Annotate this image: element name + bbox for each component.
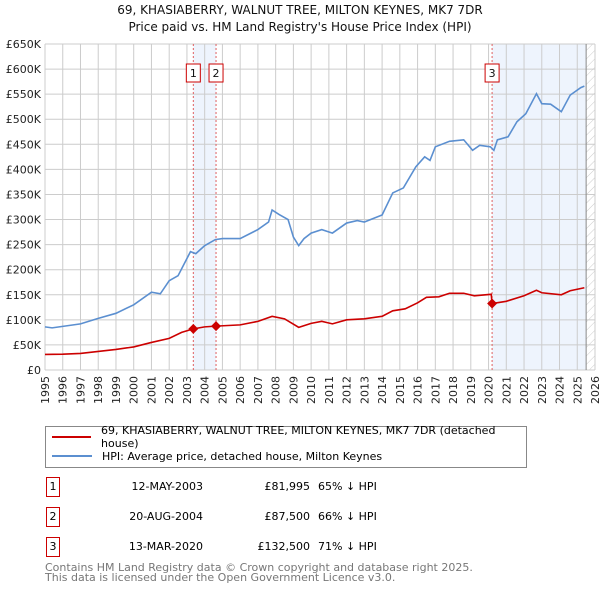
x-tick-label: 2014 <box>376 376 389 404</box>
chart-title: 69, KHASIABERRY, WALNUT TREE, MILTON KEY… <box>117 3 483 17</box>
x-tick-label: 1996 <box>57 376 70 404</box>
y-tick-label: £250K <box>6 239 42 252</box>
y-tick-label: £200K <box>6 264 42 277</box>
legend-label: HPI: Average price, detached house, Milt… <box>102 449 383 463</box>
x-tick-label: 2011 <box>323 376 336 404</box>
sale-label-box <box>484 63 500 83</box>
y-tick-label: £450K <box>6 138 42 151</box>
legend-swatch-blue <box>52 455 92 457</box>
sale-hpi-diff: 65% ↓ HPI <box>318 480 377 493</box>
sale-label-box <box>208 63 224 83</box>
sale-price: £81,995 <box>264 480 311 493</box>
y-tick-label: £600K <box>6 63 42 76</box>
y-tick-label: £300K <box>6 214 42 227</box>
x-tick-label: 1999 <box>110 376 123 404</box>
x-tick-label: 2026 <box>589 376 600 404</box>
sale-point <box>487 298 498 309</box>
sale-marker-badge: 1 <box>46 477 60 497</box>
sale-label: 2 <box>213 67 220 80</box>
legend-label: 69, KHASIABERRY, WALNUT TREE, MILTON KEY… <box>101 424 496 450</box>
sale-row: 3 13-MAR-2020 £132,500 71% ↓ HPI <box>46 537 446 557</box>
y-tick-label: £650K <box>6 38 42 51</box>
y-tick-label: £500K <box>6 113 42 126</box>
y-tick-label: £0 <box>27 364 41 377</box>
x-tick-label: 2004 <box>199 376 212 404</box>
x-tick-label: 2020 <box>483 376 496 404</box>
footer-copyright: Contains HM Land Registry data © Crown c… <box>45 561 473 574</box>
y-tick-label: £50K <box>13 339 42 352</box>
x-tick-label: 2013 <box>358 376 371 404</box>
y-tick-label: £550K <box>6 88 42 101</box>
x-tick-label: 2015 <box>394 376 407 404</box>
y-tick-label: £350K <box>6 188 42 201</box>
sale-marker-badge: 3 <box>46 537 60 557</box>
projection-hatch <box>586 44 595 370</box>
x-tick-label: 2012 <box>341 376 354 404</box>
footer-licence: This data is licensed under the Open Gov… <box>45 571 396 584</box>
sale-date: 12-MAY-2003 <box>131 480 203 493</box>
y-tick-label: £100K <box>6 314 42 327</box>
sale-point <box>211 321 222 332</box>
x-tick-label: 2023 <box>536 376 549 404</box>
x-tick-label: 2018 <box>447 376 460 404</box>
legend-item-hpi: HPI: Average price, detached house, Milt… <box>52 447 382 465</box>
sale-row: 1 12-MAY-2003 £81,995 65% ↓ HPI <box>46 477 446 497</box>
price-paid-line <box>44 286 585 356</box>
x-tick-label: 2010 <box>305 376 318 404</box>
x-tick-label: 1997 <box>74 376 87 404</box>
x-tick-label: 1998 <box>92 376 105 404</box>
x-tick-label: 1995 <box>39 376 52 404</box>
x-tick-label: 2025 <box>571 376 584 404</box>
x-tick-label: 2008 <box>270 376 283 404</box>
sale-date: 13-MAR-2020 <box>128 540 203 553</box>
x-tick-label: 2016 <box>412 376 425 404</box>
y-tick-label: £150K <box>6 289 42 302</box>
x-tick-label: 2022 <box>518 376 531 404</box>
legend-swatch-red <box>52 436 92 438</box>
sale-row: 2 20-AUG-2004 £87,500 66% ↓ HPI <box>46 507 446 527</box>
x-tick-label: 2017 <box>429 376 442 404</box>
sale-label: 3 <box>489 67 496 80</box>
sale-date: 20-AUG-2004 <box>129 510 203 523</box>
x-tick-label: 2001 <box>145 376 158 404</box>
x-tick-label: 2002 <box>163 376 176 404</box>
x-tick-label: 2006 <box>234 376 247 404</box>
hpi-line <box>44 85 585 329</box>
plot-area: 1995 1996 1997 1998 1999 2000 2001 2002 2003 2004… <box>6 38 600 404</box>
x-tick-label: 2007 <box>252 376 265 404</box>
sale-marker-badge: 2 <box>46 507 60 527</box>
x-tick-label: 2024 <box>554 376 567 404</box>
sale-label: 1 <box>190 67 197 80</box>
sale-label-box <box>185 63 201 83</box>
sale-hpi-diff: 71% ↓ HPI <box>318 540 377 553</box>
x-tick-label: 2000 <box>128 376 141 404</box>
chart-subtitle: Price paid vs. HM Land Registry's House … <box>128 20 472 34</box>
sale-hpi-diff: 66% ↓ HPI <box>318 510 377 523</box>
x-tick-label: 2019 <box>465 376 478 404</box>
x-tick-label: 2009 <box>287 376 300 404</box>
x-tick-label: 2005 <box>216 376 229 404</box>
y-tick-label: £400K <box>6 163 42 176</box>
x-tick-label: 2021 <box>500 376 513 404</box>
sale-price: £87,500 <box>264 510 311 523</box>
legend-item-property: 69, KHASIABERRY, WALNUT TREE, MILTON KEY… <box>52 424 526 450</box>
sale-price: £132,500 <box>257 540 311 553</box>
legend: 69, KHASIABERRY, WALNUT TREE, MILTON KEY… <box>45 424 527 468</box>
sale-point <box>188 323 199 334</box>
x-tick-label: 2003 <box>181 376 194 404</box>
